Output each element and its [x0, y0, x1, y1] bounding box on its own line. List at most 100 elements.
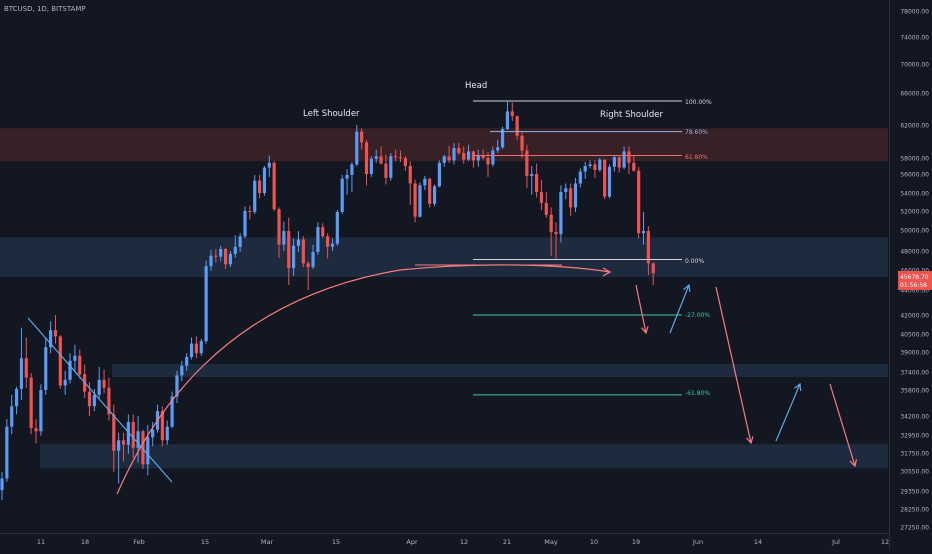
candle-body — [243, 211, 247, 237]
price-tick-label: 48000.00 — [900, 249, 929, 256]
projection-arrow-3-head — [745, 436, 754, 445]
candle-body — [549, 214, 553, 233]
candle-body — [603, 159, 607, 197]
projection-arrow-5 — [829, 383, 856, 467]
candle-body — [199, 341, 203, 354]
candle-body — [369, 158, 373, 174]
candle-body — [612, 157, 616, 167]
candle-body — [627, 151, 631, 163]
candle-body — [5, 426, 9, 479]
time-tick-label: 14 — [754, 538, 762, 546]
price-tag-value: 45678.70 — [900, 274, 929, 281]
candle-body — [530, 174, 534, 176]
candle-body — [170, 396, 174, 427]
candle-body — [277, 209, 281, 245]
candle-body — [63, 379, 67, 386]
time-tick-label: Jun — [692, 538, 703, 546]
time-tick-label: Apr — [406, 538, 418, 546]
candle-body — [316, 227, 320, 252]
candle-body — [481, 155, 485, 158]
fib-label-minus-61-8: -61.80% — [685, 390, 710, 397]
annotation-left-shoulder: Left Shoulder — [303, 109, 360, 119]
candle-body — [384, 163, 388, 178]
candle-body — [544, 202, 548, 215]
time-tick-label: 11 — [37, 538, 45, 546]
candle-body — [423, 178, 427, 186]
price-tag-countdown: 01:56:58 — [900, 282, 927, 289]
price-tick-label: 42000.00 — [900, 313, 929, 320]
candle-body — [651, 263, 655, 274]
candle-body — [107, 387, 111, 415]
candle-body — [136, 431, 140, 448]
candle-body — [476, 155, 480, 161]
time-tick-label: 19 — [632, 538, 640, 546]
projection-arrow-1-head — [641, 326, 649, 335]
projection-arrow-2-head — [683, 283, 691, 293]
candle-body — [141, 431, 145, 465]
candle-body — [19, 358, 24, 389]
descending-trendline — [27, 317, 173, 483]
price-tick-label: 39000.00 — [900, 350, 929, 357]
price-tick-label: 30550.00 — [900, 469, 929, 476]
candle-body — [646, 231, 650, 264]
fib-label-minus-27: -27.00% — [685, 312, 710, 319]
candle-body — [491, 150, 495, 165]
candle-body — [379, 156, 383, 164]
candle-body — [535, 174, 539, 193]
candle-body — [204, 266, 208, 342]
candle-body — [447, 156, 451, 161]
time-tick-label: May — [544, 538, 558, 546]
candle-body — [500, 129, 505, 148]
candle-body — [559, 192, 563, 235]
candle-body — [345, 174, 349, 179]
time-tick-label: Mar — [261, 538, 274, 546]
price-tick-label: 70000.00 — [900, 62, 929, 69]
candle-body — [505, 111, 510, 130]
projection-arrow-1 — [635, 284, 647, 334]
candle-body — [238, 236, 242, 247]
candle-body — [360, 131, 364, 143]
candle-body — [228, 253, 233, 265]
candle-body — [311, 251, 315, 268]
price-tick-label: 56000.00 — [900, 172, 929, 179]
candle-body — [53, 330, 58, 337]
fib-label-61-8: 61.80% — [685, 154, 708, 161]
candle-body — [121, 440, 126, 445]
candle-body — [340, 178, 344, 212]
candle-body — [73, 355, 77, 361]
candle-body — [34, 428, 38, 432]
candle-body — [617, 157, 621, 168]
time-tick-label: 10 — [590, 538, 598, 546]
candle-body — [117, 440, 121, 451]
candle-body — [374, 156, 378, 159]
price-tick-label: 66000.00 — [900, 91, 929, 98]
price-tick-label: 44000.00 — [900, 288, 929, 295]
candle-body — [330, 243, 335, 247]
candle-body — [102, 379, 106, 388]
rounding-arc-arrowhead — [602, 267, 612, 277]
candle-body — [253, 180, 257, 212]
time-tick-label: Feb — [133, 538, 145, 546]
candle-body — [49, 330, 53, 348]
candle-body — [165, 426, 169, 441]
price-tick-label: 52000.00 — [900, 209, 929, 216]
candle-body — [194, 343, 198, 354]
candle-body — [92, 394, 96, 407]
price-tick-label: 27250.00 — [900, 525, 929, 532]
candle-body — [126, 422, 130, 445]
candle-body — [486, 158, 490, 165]
price-tick-label: 54000.00 — [900, 191, 929, 198]
candle-body — [428, 178, 432, 204]
candle-body — [437, 162, 441, 187]
candle-body — [510, 111, 514, 117]
candle-body — [355, 131, 359, 165]
support-zone-middle — [112, 364, 888, 377]
price-tick-label: 62000.00 — [900, 123, 929, 130]
candle-body — [321, 227, 325, 237]
candle-body — [175, 375, 179, 397]
annotation-right-shoulder: Right Shoulder — [600, 110, 663, 120]
price-tick-label: 50000.00 — [900, 228, 929, 235]
candle-body — [262, 167, 267, 193]
